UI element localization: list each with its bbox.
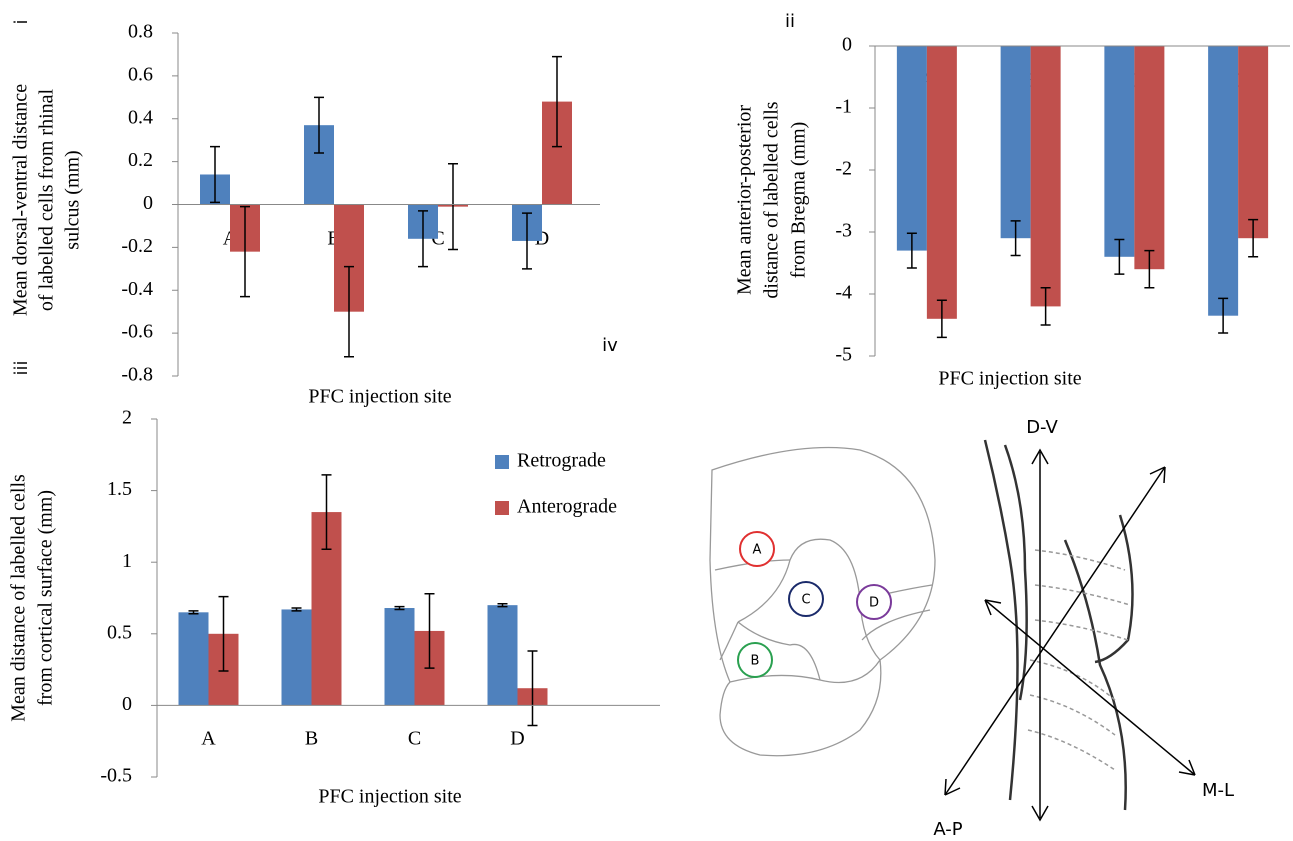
- bar: [1030, 46, 1061, 307]
- y-tick-label: -0.8: [121, 364, 153, 386]
- bar: [178, 612, 209, 706]
- y-axis-label: from cortical surface (mm): [35, 490, 57, 706]
- bar: [1000, 46, 1031, 239]
- x-tick-label: B: [305, 728, 318, 750]
- error-bar: [314, 96, 324, 154]
- bar: [1238, 46, 1269, 239]
- site-circle: [737, 642, 773, 678]
- error-bar: [418, 210, 428, 268]
- axis-label: A-P: [933, 819, 962, 840]
- axis-label: M-L: [1202, 780, 1234, 801]
- error-bar: [1144, 249, 1155, 289]
- y-tick-label: -0.4: [121, 278, 153, 300]
- y-tick-label: -0.2: [121, 235, 153, 257]
- cortex-outline: [983, 439, 1134, 811]
- error-bar: [522, 212, 532, 270]
- legend-label: Retrograde: [517, 450, 606, 472]
- error-bar: [527, 650, 538, 727]
- error-bar: [1114, 238, 1125, 275]
- x-axis-label: PFC injection site: [318, 786, 461, 808]
- error-bar: [344, 265, 354, 358]
- y-tick-label: 0: [143, 192, 153, 214]
- site-circle: [739, 531, 775, 567]
- site-label: A: [753, 543, 762, 558]
- y-tick-label: -3: [835, 220, 852, 242]
- error-bar: [1248, 218, 1259, 258]
- error-bar: [448, 163, 458, 251]
- site-label: B: [751, 654, 760, 669]
- bar: [1208, 46, 1239, 316]
- y-axis-label: Mean distance of labelled cells: [8, 474, 30, 722]
- y-tick-label: -4: [835, 282, 852, 304]
- y-axis-label: Mean anterior-posterior: [734, 105, 756, 295]
- panel-label: iv: [602, 335, 618, 356]
- legend-swatch: [495, 501, 509, 515]
- legend-swatch: [495, 455, 509, 469]
- y-tick-label: -5: [835, 344, 852, 366]
- y-axis-label: distance of labelled cells: [761, 101, 783, 298]
- panel-label: ii: [785, 11, 795, 32]
- bar: [281, 609, 312, 706]
- y-tick-label: 0.4: [128, 106, 153, 128]
- error-bar: [552, 55, 562, 148]
- x-tick-label: A: [201, 728, 216, 750]
- y-axis-label: sulcus (mm): [62, 150, 84, 249]
- error-bar: [1218, 297, 1229, 334]
- y-tick-label: 0: [122, 693, 132, 715]
- y-tick-label: 2: [122, 407, 132, 429]
- layer-lines: [1027, 549, 1131, 771]
- error-bar: [1010, 220, 1021, 257]
- error-bar: [1040, 287, 1051, 326]
- site-circle: [788, 581, 824, 617]
- y-tick-label: -1: [835, 96, 852, 118]
- y-tick-label: -2: [835, 158, 852, 180]
- error-bar: [424, 592, 435, 669]
- error-bar: [394, 605, 405, 611]
- y-axis-label: Mean dorsal-ventral distance: [10, 84, 32, 316]
- y-tick-label: 1.5: [107, 478, 132, 500]
- bar: [487, 605, 518, 706]
- axis-arrows: [944, 448, 1196, 822]
- error-bar: [188, 610, 199, 615]
- error-bar: [497, 602, 508, 608]
- x-axis-label: PFC injection site: [938, 368, 1081, 390]
- y-axis-label: of labelled cells from rhinal: [36, 88, 58, 311]
- y-tick-label: 0.2: [128, 149, 153, 171]
- y-tick-label: 0.6: [128, 63, 153, 85]
- y-tick-label: -0.5: [100, 765, 132, 787]
- bar: [1134, 46, 1165, 270]
- y-tick-label: -0.6: [121, 321, 153, 343]
- error-bar: [906, 232, 917, 269]
- error-bar: [936, 299, 947, 339]
- y-tick-label: 0: [842, 34, 852, 56]
- site-circle: [856, 584, 892, 620]
- error-bar: [218, 595, 229, 672]
- axis-label: D-V: [1026, 417, 1058, 438]
- bar: [896, 46, 927, 251]
- site-label: D: [869, 596, 879, 611]
- site-label: C: [801, 593, 810, 608]
- y-tick-label: 0.5: [107, 621, 132, 643]
- y-tick-label: 0.8: [128, 21, 153, 43]
- legend-label: Anterograde: [517, 496, 617, 518]
- y-axis-label: from Bregma (mm): [788, 122, 810, 279]
- error-bar: [321, 474, 332, 551]
- panel-label: i: [11, 19, 32, 24]
- x-tick-label: D: [510, 728, 524, 750]
- x-axis-label: PFC injection site: [308, 386, 451, 408]
- bar: [1104, 46, 1135, 257]
- error-bar: [210, 145, 220, 204]
- panel-label: iii: [11, 360, 32, 375]
- bar: [384, 608, 415, 706]
- bar: [926, 46, 957, 319]
- error-bar: [291, 607, 302, 612]
- error-bar: [240, 205, 250, 298]
- y-tick-label: 1: [122, 550, 132, 572]
- x-tick-label: C: [408, 728, 421, 750]
